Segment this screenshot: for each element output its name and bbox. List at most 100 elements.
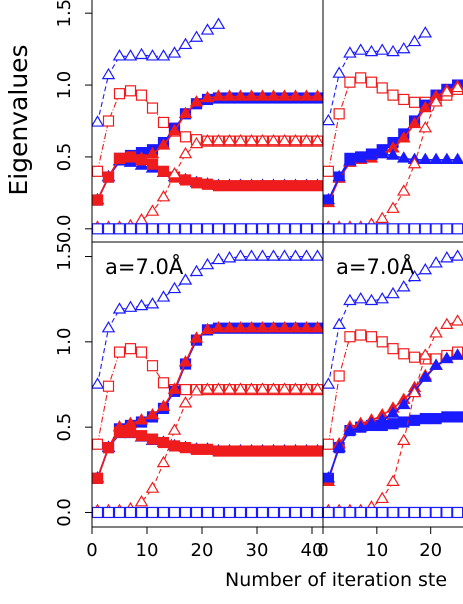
data-point: [300, 506, 313, 519]
data-point: [112, 49, 127, 61]
y-tick-label: 1.0: [54, 71, 75, 100]
data-point: [440, 351, 454, 364]
data-point: [386, 201, 400, 213]
data-point: [386, 44, 400, 57]
data-point: [386, 148, 400, 160]
data-point: [157, 223, 170, 235]
y-tick-label: 0.0: [54, 498, 75, 527]
data-point: [299, 382, 314, 394]
data-point: [407, 34, 422, 47]
data-point: [266, 249, 281, 261]
data-point: [299, 133, 314, 146]
data-point: [323, 471, 336, 483]
data-point: [375, 292, 389, 304]
data-point: [353, 419, 368, 432]
data-point: [365, 76, 378, 88]
data-point: [201, 443, 214, 455]
data-point: [429, 152, 443, 165]
panel-label: a=7.0Å: [105, 253, 184, 279]
data-point: [212, 223, 225, 235]
data-point: [364, 148, 379, 160]
series-red-triangle-filled-solid: [92, 321, 323, 483]
data-point: [267, 180, 280, 192]
data-point: [398, 348, 410, 360]
data-point: [92, 506, 104, 519]
data-point: [146, 506, 159, 519]
data-point: [450, 80, 463, 93]
data-point: [398, 93, 410, 106]
data-point: [101, 67, 116, 80]
data-point: [376, 336, 388, 348]
data-point: [255, 133, 270, 146]
data-point: [288, 89, 303, 101]
data-point: [397, 184, 411, 196]
data-point: [288, 249, 303, 261]
data-point: [168, 440, 181, 452]
data-point: [189, 384, 204, 396]
data-point: [200, 382, 215, 394]
data-point: [343, 293, 357, 306]
data-point: [344, 331, 356, 343]
data-point: [113, 223, 126, 235]
data-point: [102, 380, 115, 392]
y-tick-label: 0.5: [54, 413, 75, 442]
data-point: [178, 396, 193, 408]
data-point: [277, 382, 292, 394]
x-tick-label: 20: [191, 540, 214, 561]
panel-plot-area: [92, 249, 323, 519]
data-point: [245, 223, 258, 235]
data-point: [135, 430, 148, 442]
data-point: [179, 131, 192, 143]
data-point: [167, 382, 182, 394]
data-point: [145, 49, 160, 61]
data-point: [179, 223, 192, 235]
data-point: [212, 180, 225, 192]
x-tick-label: 30: [246, 540, 269, 561]
data-point: [299, 249, 314, 261]
data-point: [102, 115, 115, 127]
data-point: [201, 506, 214, 519]
data-point: [211, 133, 226, 146]
data-point: [364, 293, 379, 306]
data-point: [289, 223, 302, 235]
data-point: [440, 317, 454, 329]
data-point: [266, 382, 281, 394]
data-point: [323, 165, 334, 177]
data-point: [222, 321, 237, 333]
data-point: [190, 177, 203, 189]
y-axis-label: Eigenvalues: [4, 44, 33, 195]
data-point: [223, 223, 236, 235]
data-point: [333, 223, 345, 235]
data-point: [256, 445, 269, 457]
data-point: [418, 121, 433, 133]
data-point: [323, 377, 336, 389]
data-point: [441, 411, 453, 423]
data-point: [333, 108, 345, 120]
data-point: [386, 286, 400, 299]
data-point: [167, 46, 182, 58]
series-blue-square-open-dotted: [92, 223, 323, 235]
data-point: [441, 223, 453, 235]
data-point: [212, 506, 225, 519]
data-point: [222, 251, 237, 263]
data-point: [300, 445, 313, 457]
panel-plot-area: [323, 249, 463, 519]
data-point: [146, 158, 159, 170]
data-point: [375, 491, 389, 504]
data-point: [256, 506, 269, 519]
data-point: [156, 138, 171, 150]
data-point: [234, 506, 247, 519]
data-point: [398, 223, 410, 235]
data-point: [343, 423, 357, 435]
data-point: [267, 506, 280, 519]
data-point: [277, 321, 292, 333]
data-point: [266, 321, 281, 333]
y-tick-label: 1.5: [54, 242, 75, 271]
data-point: [355, 223, 367, 235]
data-point: [375, 413, 389, 425]
data-point: [134, 47, 149, 60]
data-point: [397, 280, 411, 292]
data-point: [124, 506, 137, 519]
